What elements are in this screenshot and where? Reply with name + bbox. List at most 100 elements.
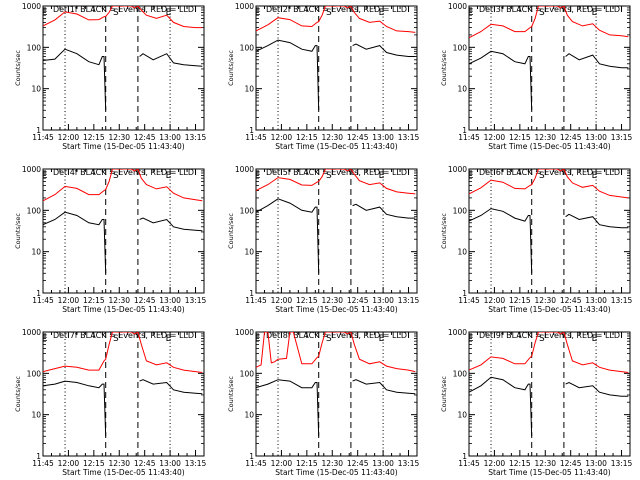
x-tick-label: 12:45 (560, 459, 582, 468)
marker-label: E (42, 8, 48, 18)
marker-label: S (326, 334, 332, 344)
x-tick-label: 12:00 (58, 459, 80, 468)
series-line-events (256, 39, 416, 111)
y-axis-label: Counts/sec (14, 213, 22, 249)
x-axis-label: Start Time (15-Dec-05 11:43:40) (275, 468, 397, 477)
y-tick-label: 1 (249, 126, 254, 135)
series-line-events (469, 208, 629, 274)
x-tick-label: 13:15 (185, 459, 207, 468)
x-tick-label: 13:15 (611, 133, 633, 142)
x-tick-label: 11:45 (32, 133, 54, 142)
x-tick-label: 12:30 (108, 296, 130, 305)
y-tick-label: 1000 (448, 165, 467, 174)
y-tick-label: 10 (244, 411, 254, 420)
x-tick-label: 13:00 (585, 459, 607, 468)
y-tick-label: 1000 (235, 2, 254, 11)
y-tick-label: 1 (249, 452, 254, 461)
x-tick-label: 12:00 (484, 133, 506, 142)
x-tick-label: 13:00 (585, 133, 607, 142)
plot-frame (42, 331, 205, 457)
series-line-lld (256, 169, 416, 195)
panel-3: Det 3f BLACK = Events, RED = LLD 1 10 100 10… (440, 2, 633, 151)
marker-label: E (592, 8, 598, 18)
panel-title: Det 9f BLACK = Events, RED = LLD (479, 331, 620, 340)
y-tick-label: 1000 (448, 2, 467, 11)
y-tick-label: 1 (462, 452, 467, 461)
marker-label: E (42, 334, 48, 344)
plot-frame (255, 5, 418, 131)
y-axis-label: Counts/sec (440, 50, 448, 86)
x-axis-label: Start Time (15-Dec-05 11:43:40) (488, 305, 610, 314)
panel-8: Det 8f BLACK = Events, RED = LLD 1 10 100 10… (227, 328, 420, 477)
series-line-lld (43, 169, 203, 202)
y-tick-label: 1 (36, 452, 41, 461)
series-line-lld (43, 332, 203, 373)
series-line-lld (43, 6, 203, 29)
y-tick-label: 1000 (22, 165, 41, 174)
marker-label: E (166, 334, 172, 344)
y-axis-label: Counts/sec (227, 213, 235, 249)
panel-title: Det 2f BLACK = Events, RED = LLD (266, 5, 407, 14)
x-tick-label: 12:30 (534, 296, 556, 305)
x-tick-label: 12:45 (347, 296, 369, 305)
y-tick-label: 10 (31, 85, 41, 94)
x-tick-label: 13:00 (372, 296, 394, 305)
x-tick-label: 13:00 (585, 296, 607, 305)
y-tick-label: 1000 (235, 328, 254, 337)
x-tick-label: 12:15 (83, 459, 105, 468)
x-tick-label: 12:30 (108, 459, 130, 468)
y-axis-label: Counts/sec (227, 376, 235, 412)
marker-label: E (255, 8, 261, 18)
series-line-events (469, 50, 629, 111)
marker-label: E (166, 8, 172, 18)
y-axis-label: Counts/sec (14, 50, 22, 86)
marker-label: E (379, 8, 385, 18)
y-tick-label: 10 (31, 411, 41, 420)
series-line-events (256, 198, 416, 274)
marker-label: S (539, 8, 545, 18)
y-axis-label: Counts/sec (440, 213, 448, 249)
panel-7: Det 7f BLACK = Events, RED = LLD 1 10 100 10… (14, 328, 207, 477)
y-tick-label: 100 (240, 43, 255, 52)
x-tick-label: 12:30 (321, 459, 343, 468)
marker-label: E (255, 171, 261, 181)
x-tick-label: 12:00 (484, 296, 506, 305)
marker-label: E (468, 8, 474, 18)
y-tick-label: 10 (244, 248, 254, 257)
marker-label: E (468, 334, 474, 344)
marker-label: S (326, 8, 332, 18)
x-tick-label: 12:45 (347, 133, 369, 142)
x-tick-label: 12:15 (509, 459, 531, 468)
x-axis-label: Start Time (15-Dec-05 11:43:40) (62, 468, 184, 477)
y-axis-label: Counts/sec (440, 376, 448, 412)
y-tick-label: 1000 (22, 2, 41, 11)
marker-label: E (42, 171, 48, 181)
panel-title: Det 4f BLACK = Events, RED = LLD (53, 168, 194, 177)
y-tick-label: 10 (244, 85, 254, 94)
series-line-lld (469, 169, 629, 199)
marker-label: E (592, 334, 598, 344)
series-line-lld (256, 6, 416, 33)
x-tick-label: 11:45 (32, 296, 54, 305)
y-tick-label: 10 (31, 248, 41, 257)
x-tick-label: 12:00 (271, 133, 293, 142)
marker-label: S (539, 171, 545, 181)
x-tick-label: 12:30 (321, 133, 343, 142)
y-tick-label: 1 (462, 126, 467, 135)
panel-title: Det 1f BLACK = Events, RED = LLD (53, 5, 194, 14)
y-tick-label: 100 (240, 206, 255, 215)
x-tick-label: 12:15 (83, 133, 105, 142)
panel-6: Det 6f BLACK = Events, RED = LLD 1 10 100 10… (440, 165, 633, 314)
x-tick-label: 13:15 (185, 296, 207, 305)
x-tick-label: 12:45 (560, 296, 582, 305)
x-tick-label: 12:15 (296, 133, 318, 142)
x-tick-label: 11:45 (32, 459, 54, 468)
plot-frame (42, 168, 205, 294)
x-tick-label: 11:45 (245, 459, 267, 468)
y-tick-label: 100 (453, 369, 468, 378)
y-tick-label: 100 (27, 369, 42, 378)
panel-1: Det 1f BLACK = Events, RED = LLD 1 10 100 10… (14, 2, 207, 151)
y-tick-label: 1 (36, 126, 41, 135)
x-tick-label: 13:15 (398, 459, 420, 468)
